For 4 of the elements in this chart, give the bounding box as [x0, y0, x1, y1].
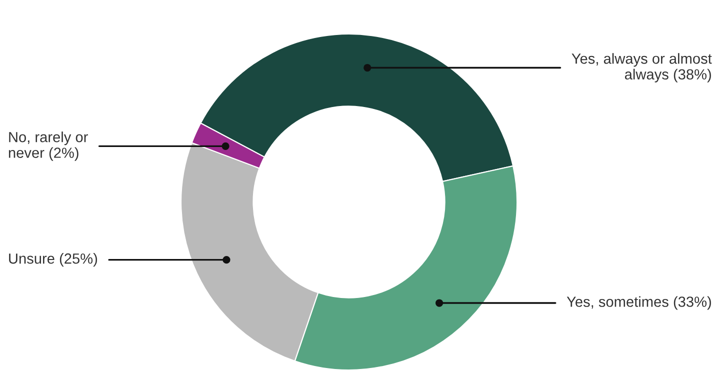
slice-label: Yes, sometimes (33%) [566, 296, 711, 310]
slice-label: Unsure (25%) [9, 253, 98, 267]
slice-label: Yes, always or almost always (38%) [572, 53, 712, 82]
slice-label: No, rarely or never (2%) [8, 132, 88, 161]
